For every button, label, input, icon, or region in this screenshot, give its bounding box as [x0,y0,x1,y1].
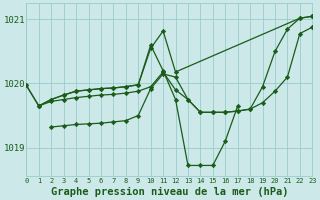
X-axis label: Graphe pression niveau de la mer (hPa): Graphe pression niveau de la mer (hPa) [51,186,288,197]
